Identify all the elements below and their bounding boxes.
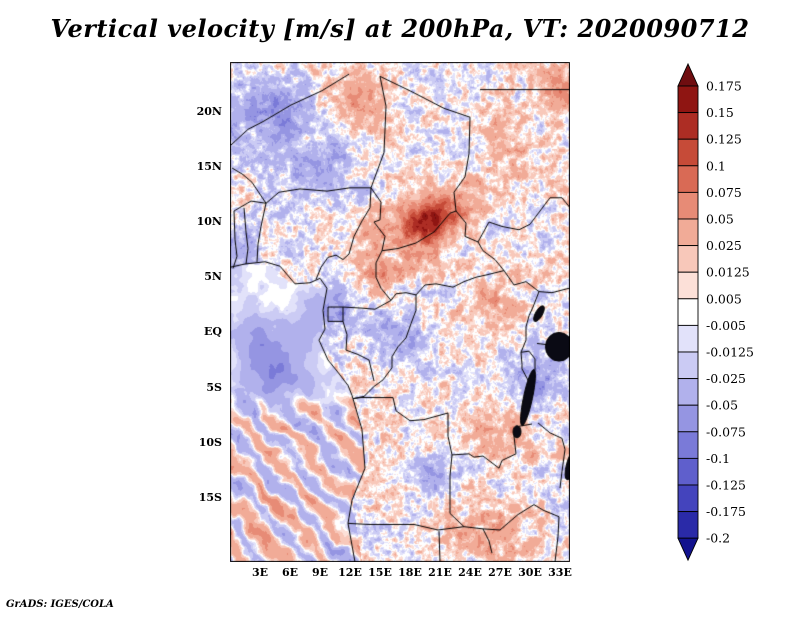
y-tick-label: 10N bbox=[196, 215, 222, 229]
grads-credit: GrADS: IGES/COLA bbox=[6, 599, 114, 610]
colorbar-tick-label: -0.2 bbox=[706, 531, 730, 546]
colorbar-segment bbox=[677, 165, 699, 193]
x-tick-label: 30E bbox=[518, 566, 542, 579]
y-tick-label: 20N bbox=[196, 104, 222, 118]
colorbar-tick-label: -0.0125 bbox=[706, 345, 754, 360]
colorbar-segment bbox=[677, 484, 699, 513]
colorbar-tick-label: -0.125 bbox=[706, 478, 746, 493]
colorbar-tick-label: 0.125 bbox=[706, 132, 742, 147]
colorbar-segment bbox=[677, 378, 699, 406]
colorbar-segment bbox=[677, 85, 699, 114]
y-tick-label: 5N bbox=[204, 270, 222, 284]
colorbar-arrow-up bbox=[677, 62, 699, 87]
x-tick-label: 15E bbox=[368, 566, 392, 579]
colorbar-segment bbox=[677, 431, 699, 459]
x-tick-label: 18E bbox=[398, 566, 422, 579]
colorbar-tick-label: -0.175 bbox=[706, 504, 746, 519]
colorbar-tick-label: 0.025 bbox=[706, 238, 742, 253]
x-tick-label: 12E bbox=[338, 566, 362, 579]
x-tick-label: 3E bbox=[251, 566, 269, 579]
y-tick-label: 5S bbox=[206, 380, 222, 394]
plot-title: Vertical velocity [m/s] at 200hPa, VT: 2… bbox=[50, 14, 750, 43]
colorbar-arrow-down bbox=[677, 537, 699, 562]
x-tick-label: 24E bbox=[458, 566, 482, 579]
colorbar-tick-label: 0.15 bbox=[706, 105, 734, 120]
colorbar: 0.175 0.15 0.125 0.1 0.075 0.05 0.025 0.0125 0.0… bbox=[668, 56, 798, 578]
x-tick-label: 21E bbox=[428, 566, 452, 579]
x-tick-label: 27E bbox=[488, 566, 512, 579]
colorbar-tick-label: 0.05 bbox=[706, 212, 734, 227]
map-canvas bbox=[230, 62, 570, 562]
colorbar-tick-label: 0.075 bbox=[706, 185, 742, 200]
colorbar-tick-label: 0.175 bbox=[706, 79, 742, 94]
x-tick-label: 6E bbox=[281, 566, 299, 579]
y-tick-label: 15N bbox=[196, 159, 222, 173]
colorbar-tick-label: 0.005 bbox=[706, 291, 742, 306]
colorbar-segment bbox=[677, 218, 699, 247]
colorbar-segment bbox=[677, 511, 699, 539]
colorbar-segment bbox=[677, 351, 699, 380]
y-tick-label: 10S bbox=[198, 435, 222, 449]
colorbar-segment bbox=[677, 404, 699, 433]
colorbar-segment bbox=[677, 457, 699, 486]
colorbar-tick-label: -0.1 bbox=[706, 451, 730, 466]
y-tick-label: 15S bbox=[198, 490, 222, 504]
colorbar-segment bbox=[677, 298, 699, 326]
colorbar-tick-label: -0.005 bbox=[706, 318, 746, 333]
colorbar-segment bbox=[677, 245, 699, 273]
colorbar-svg: 0.175 0.15 0.125 0.1 0.075 0.05 0.025 0.0125 0.0… bbox=[677, 62, 754, 562]
y-tick-label: EQ bbox=[204, 325, 222, 339]
colorbar-segment bbox=[677, 191, 699, 220]
colorbar-segment bbox=[677, 324, 699, 353]
colorbar-tick-label: -0.025 bbox=[706, 371, 746, 386]
colorbar-tick-label: 0.0125 bbox=[706, 265, 750, 280]
x-tick-label: 9E bbox=[311, 566, 329, 579]
x-tick-label: 33E bbox=[548, 566, 572, 579]
colorbar-tick-label: 0.1 bbox=[706, 158, 726, 173]
colorbar-segment bbox=[677, 138, 699, 167]
colorbar-segment bbox=[677, 271, 699, 300]
colorbar-tick-label: -0.075 bbox=[706, 424, 746, 439]
colorbar-tick-label: -0.05 bbox=[706, 398, 738, 413]
colorbar-segment bbox=[677, 112, 699, 140]
